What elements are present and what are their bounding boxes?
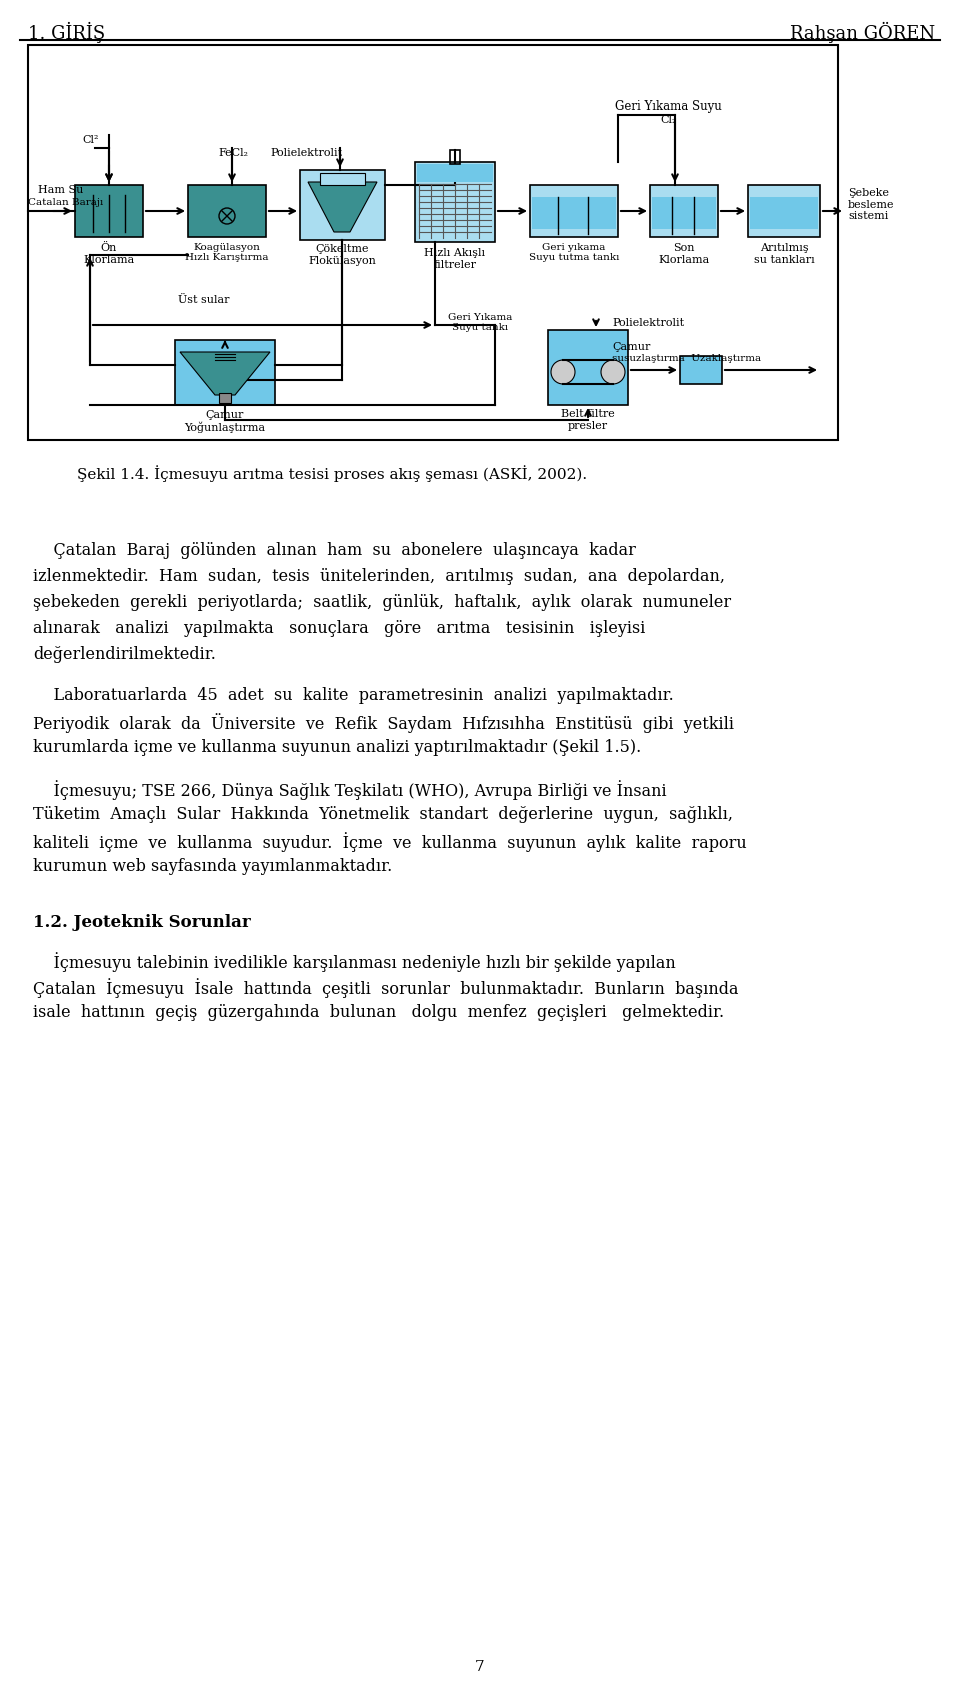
Text: Şekil 1.4. İçmesuyu arıtma tesisi proses akış şeması (ASKİ, 2002).: Şekil 1.4. İçmesuyu arıtma tesisi proses… [77, 464, 588, 481]
Bar [190, 192, 264, 226]
Text: isale  hattının  geçiş  güzergahında  bulunan   dolgu  menfez  geçişleri   gelme: isale hattının geçiş güzergahında buluna… [33, 1004, 724, 1021]
Text: alınarak   analizi   yapılmakta   sonuçlara   göre   arıtma   tesisinin   işleyi: alınarak analizi yapılmakta sonuçlara gö… [33, 619, 645, 636]
Bar [188, 186, 266, 236]
Text: kurumun web sayfasında yayımlanmaktadır.: kurumun web sayfasında yayımlanmaktadır. [33, 858, 393, 874]
Bar [680, 356, 722, 383]
Text: şebekeden  gerekli  periyotlarda;  saatlik,  günlük,  haftalık,  aylık  olarak  : şebekeden gerekli periyotlarda; saatlik,… [33, 594, 732, 611]
Text: Arıtılmış
su tankları: Arıtılmış su tankları [754, 243, 814, 265]
Text: Belt filtre
presler: Belt filtre presler [562, 408, 614, 430]
Text: FeCl₂: FeCl₂ [218, 149, 248, 159]
Text: İçmesuyu talebinin ivedilikle karşılanması nedeniyle hızlı bir şekilde yapılan: İçmesuyu talebinin ivedilikle karşılanma… [33, 952, 676, 972]
Text: Ön
Klorlama: Ön Klorlama [84, 243, 134, 265]
Text: 1. GİRİŞ: 1. GİRİŞ [28, 22, 106, 44]
Text: Cl²: Cl² [82, 135, 99, 145]
Bar [415, 162, 495, 241]
Text: Şebeke
besleme
sistemi: Şebeke besleme sistemi [848, 187, 895, 221]
Text: Son
Klorlama: Son Klorlama [659, 243, 709, 265]
Text: Çatalan  Baraj  gölünden  alınan  ham  su  abonelere  ulaşıncaya  kadar: Çatalan Baraj gölünden alınan ham su abo… [33, 542, 636, 559]
Bar [28, 46, 838, 441]
Text: Ham Su: Ham Su [38, 186, 84, 196]
Text: Çamur
Yoğunlaştırma: Çamur Yoğunlaştırma [184, 410, 266, 434]
Bar [748, 186, 820, 236]
Text: susuzlaştırma  Uzaklaştırma: susuzlaştırma Uzaklaştırma [612, 354, 761, 363]
Bar [300, 170, 385, 240]
Bar [175, 339, 275, 405]
Text: kurumlarda içme ve kullanma suyunun analizi yaptırılmaktadır (Şekil 1.5).: kurumlarda içme ve kullanma suyunun anal… [33, 739, 641, 756]
Text: Laboratuarlarda  45  adet  su  kalite  parametresinin  analizi  yapılmaktadır.: Laboratuarlarda 45 adet su kalite parame… [33, 687, 674, 704]
Text: izlenmektedir.  Ham  sudan,  tesis  ünitelerinden,  arıtılmış  sudan,  ana  depo: izlenmektedir. Ham sudan, tesis üniteler… [33, 567, 725, 586]
Text: Geri yıkama
Suyu tutma tankı: Geri yıkama Suyu tutma tankı [529, 243, 619, 262]
Text: İçmesuyu; TSE 266, Dünya Sağlık Teşkilatı (WHO), Avrupa Birliği ve İnsani: İçmesuyu; TSE 266, Dünya Sağlık Teşkilat… [33, 780, 666, 800]
Text: Tüketim  Amaçlı  Sular  Hakkında  Yönetmelik  standart  değerlerine  uygun,  sağ: Tüketim Amaçlı Sular Hakkında Yönetmelik… [33, 805, 733, 824]
Bar [75, 186, 143, 236]
Text: 1.2. Jeoteknik Sorunlar: 1.2. Jeoteknik Sorunlar [33, 913, 251, 932]
Text: kaliteli  içme  ve  kullanma  suyudur.  İçme  ve  kullanma  suyunun  aylık  kali: kaliteli içme ve kullanma suyudur. İçme … [33, 832, 747, 852]
Text: Polielektrolit: Polielektrolit [612, 317, 684, 327]
Bar [320, 172, 365, 186]
Bar [219, 393, 231, 403]
Bar [750, 197, 818, 230]
Bar [450, 150, 460, 164]
Text: Geri Yıkama
Suyu tankı: Geri Yıkama Suyu tankı [447, 312, 513, 333]
Circle shape [601, 360, 625, 383]
Text: Flokülasyon: Flokülasyon [308, 257, 376, 267]
Text: Cl₂: Cl₂ [660, 115, 677, 125]
Polygon shape [180, 353, 270, 395]
Circle shape [551, 360, 575, 383]
Text: Üst sular: Üst sular [178, 295, 229, 306]
Text: değerlendirilmektedir.: değerlendirilmektedir. [33, 647, 216, 663]
Text: Polielektrolit: Polielektrolit [270, 149, 342, 159]
Bar [650, 186, 718, 236]
Bar [548, 329, 628, 405]
Text: Koagülasyon
Hızlı Karıştırma: Koagülasyon Hızlı Karıştırma [185, 243, 269, 262]
Bar [77, 196, 141, 225]
Bar [417, 164, 493, 182]
Text: Catalan Barajı: Catalan Barajı [28, 197, 104, 208]
Text: 7: 7 [475, 1659, 485, 1674]
Text: Çamur: Çamur [612, 343, 650, 353]
Bar [532, 197, 616, 230]
Text: Periyodik  olarak  da  Üniversite  ve  Refik  Saydam  Hıfzısıhha  Enstitüsü  gib: Periyodik olarak da Üniversite ve Refik … [33, 712, 734, 733]
Bar [530, 186, 618, 236]
Text: Çatalan  İçmesuyu  İsale  hattında  çeşitli  sorunlar  bulunmaktadır.  Bunların : Çatalan İçmesuyu İsale hattında çeşitli … [33, 977, 738, 998]
Text: Hızlı Akışlı
filtreler: Hızlı Akışlı filtreler [424, 248, 486, 270]
Text: Rahşan GÖREN: Rahşan GÖREN [790, 22, 935, 44]
Text: Geri Yıkama Suyu: Geri Yıkama Suyu [614, 100, 721, 113]
Polygon shape [308, 182, 377, 231]
Bar [652, 197, 716, 230]
Text: Çökeltme: Çökeltme [315, 245, 369, 253]
